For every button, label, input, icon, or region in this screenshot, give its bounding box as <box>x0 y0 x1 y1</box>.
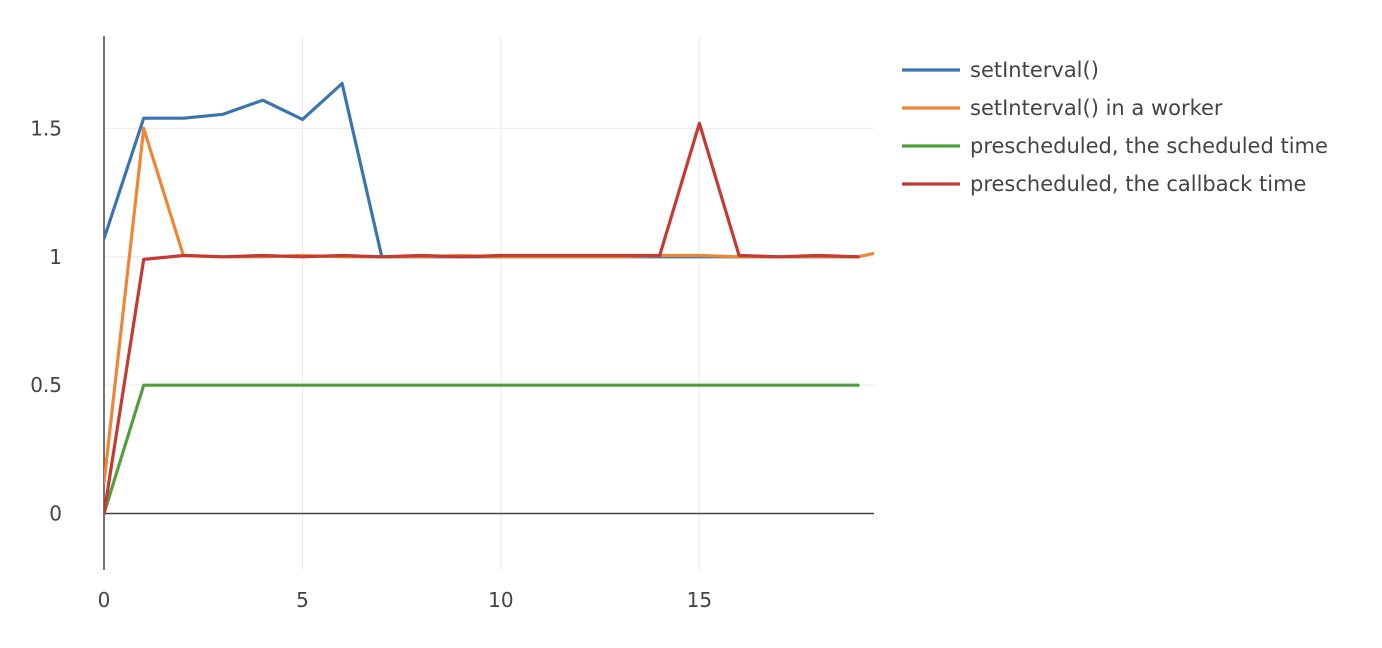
data-point <box>340 82 344 85</box>
data-point <box>817 254 820 257</box>
legend-label: prescheduled, the callback time <box>970 172 1306 196</box>
data-point <box>698 383 701 387</box>
legend-item[interactable]: prescheduled, the scheduled time <box>902 134 1328 158</box>
legend-label: prescheduled, the scheduled time <box>970 134 1328 158</box>
data-point <box>261 254 264 257</box>
data-point <box>499 383 503 387</box>
data-point <box>698 122 701 125</box>
data-point <box>579 383 582 387</box>
x-tick-label: 10 <box>488 588 513 612</box>
axes: 0 5 10 15 0 0.5 1 1.5 <box>30 36 874 612</box>
data-point <box>460 255 463 258</box>
data-point <box>579 254 582 257</box>
data-point <box>539 254 542 257</box>
data-point <box>881 250 883 252</box>
data-point <box>142 116 145 120</box>
data-point <box>301 383 304 387</box>
data-point <box>420 383 423 387</box>
y-tick-label: 1 <box>49 245 62 269</box>
data-point <box>340 383 344 387</box>
data-point <box>658 254 661 257</box>
data-point <box>777 255 780 258</box>
data-point <box>221 255 225 258</box>
data-point <box>182 116 185 120</box>
data-point <box>104 512 106 515</box>
data-point <box>301 118 304 121</box>
y-tick-label: 1.5 <box>30 116 62 140</box>
data-point <box>182 254 185 257</box>
legend-label: setInterval() in a worker <box>970 96 1223 120</box>
data-point <box>658 383 661 387</box>
data-point <box>856 255 860 258</box>
y-tick-label: 0 <box>49 502 62 526</box>
legend-item[interactable]: setInterval() in a worker <box>902 96 1223 120</box>
data-point <box>380 255 384 258</box>
data-point <box>340 254 344 257</box>
series-line-1[interactable] <box>104 81 860 259</box>
data-point <box>499 254 503 257</box>
series-line-3[interactable] <box>104 383 860 516</box>
data-point <box>380 383 384 387</box>
y-tick-label: 0.5 <box>30 373 62 397</box>
data-point <box>737 254 741 257</box>
data-point <box>182 383 185 387</box>
data-point <box>817 383 820 387</box>
plot-area <box>104 81 883 516</box>
series-line-4[interactable] <box>104 121 860 516</box>
data-point <box>142 383 145 387</box>
data-point <box>221 383 225 387</box>
data-point <box>221 113 225 116</box>
data-point <box>261 98 264 102</box>
data-point <box>142 127 145 130</box>
data-point <box>460 383 463 387</box>
data-point <box>737 383 741 387</box>
data-point <box>777 383 780 387</box>
legend-item[interactable]: setInterval() <box>902 58 1099 82</box>
data-point <box>698 254 701 257</box>
legend: setInterval() setInterval() in a worker pr… <box>902 58 1328 196</box>
x-tick-label: 0 <box>98 588 111 612</box>
data-point <box>301 255 304 258</box>
data-point <box>104 481 106 484</box>
x-tick-label: 5 <box>296 588 309 612</box>
data-point <box>142 258 145 261</box>
data-point <box>618 254 622 257</box>
data-point <box>539 383 542 387</box>
data-point <box>618 383 622 387</box>
series-line-2[interactable] <box>104 126 882 485</box>
x-tick-label: 15 <box>687 588 712 612</box>
legend-item[interactable]: prescheduled, the callback time <box>902 172 1306 196</box>
legend-label: setInterval() <box>970 58 1099 82</box>
data-point <box>856 383 860 387</box>
data-point <box>104 237 106 241</box>
data-point <box>261 383 264 387</box>
data-point <box>420 254 423 257</box>
